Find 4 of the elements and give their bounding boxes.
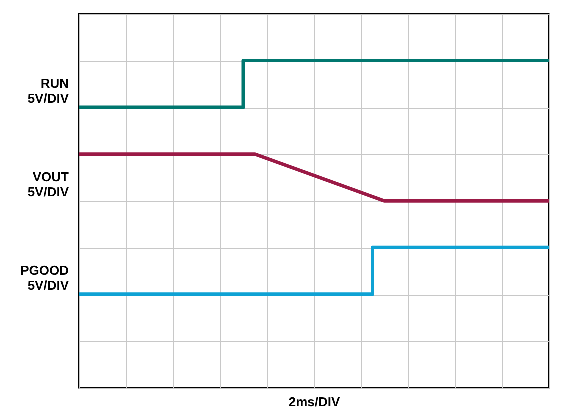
series-label: RUN 5V/DIV [28,76,70,106]
series-label: VOUT 5V/DIV [28,170,70,200]
series-label: PGOOD 5V/DIV [20,263,70,294]
x-axis-title: 2ms/DIV [288,394,340,410]
